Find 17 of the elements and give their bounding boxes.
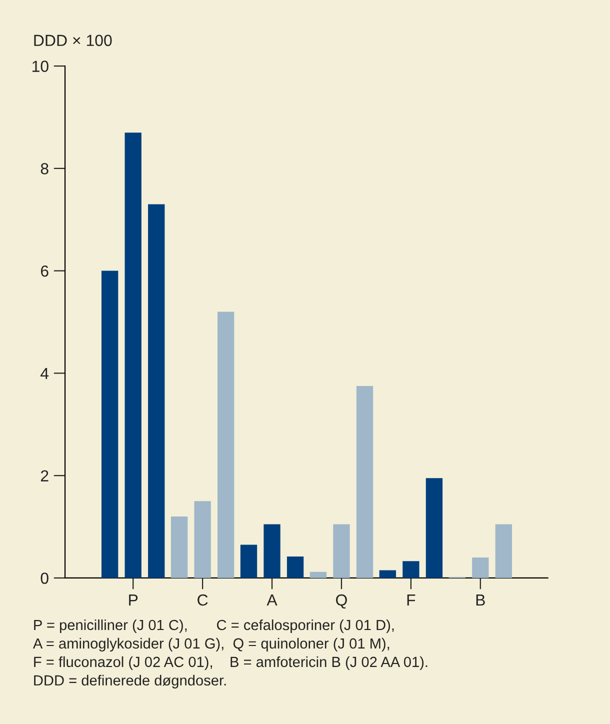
- y-tick-label: 2: [40, 470, 48, 482]
- y-tick-label: 6: [40, 265, 48, 277]
- text: P = penicilliner (J 01 C), C = cefalosporiner (J 01 D),: [34, 619, 394, 634]
- y-tick-label: 0: [40, 572, 48, 584]
- y-tick-label: 8: [40, 163, 48, 174]
- text: DDD = definerede døgndoser.: [34, 674, 226, 688]
- x-tick-label: A: [266, 594, 278, 606]
- x-tick-label: B: [476, 594, 485, 606]
- y-axis-title: DDD × 100: [34, 34, 112, 46]
- x-tick-label: Q: [336, 594, 347, 609]
- x-tick-label: P: [129, 594, 138, 606]
- text: F = fluconazol (J 02 AC 01), B = amfotericin B (J 02 AA 01).: [34, 656, 428, 670]
- y-tick-label: 4: [40, 368, 49, 379]
- y-tick-label: 10: [32, 60, 48, 72]
- text: A = aminoglykosider (J 01 G), Q = quinoloner (J 01 M),: [32, 638, 390, 652]
- x-tick-label: C: [198, 594, 208, 606]
- x-tick-label: F: [407, 594, 416, 606]
